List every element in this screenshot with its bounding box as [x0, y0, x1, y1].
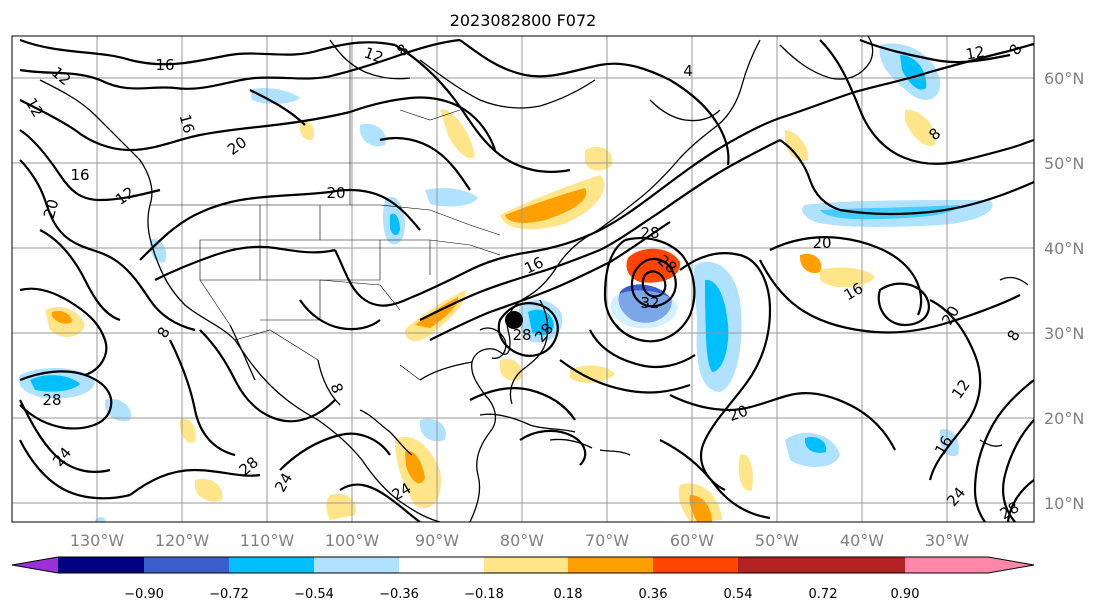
contour-label: 16 [176, 112, 198, 135]
lat-label: 30°N [1044, 324, 1084, 343]
lon-label: 50°W [755, 531, 799, 550]
colorbar-arrow-left [12, 557, 58, 573]
colorbar-tick-label: −0.18 [464, 587, 504, 602]
longitude-labels: 130°W 120°W 110°W 100°W 90°W 80°W 70°W 6… [70, 531, 969, 550]
colorbar-tick-label: −0.54 [294, 587, 334, 602]
contour-label: 20 [326, 184, 345, 202]
political-borders [150, 45, 501, 381]
lat-label: 60°N [1044, 69, 1084, 88]
lon-label: 120°W [155, 531, 210, 550]
colorbar-arrow-right [988, 557, 1034, 573]
contour-label: 32 [640, 294, 659, 312]
storm-center-marker [505, 311, 523, 329]
colorbar-tick-label: −0.90 [124, 587, 164, 602]
map-frame [11, 35, 1035, 523]
colorbar-segment [229, 557, 314, 573]
lat-label: 40°N [1044, 239, 1084, 258]
colorbar-tick-label: 0.36 [639, 587, 668, 602]
contour-label: 16 [70, 166, 89, 184]
colorbar-tick-label: 0.18 [554, 587, 583, 602]
colorbar-tick-label: −0.36 [379, 587, 419, 602]
contour-label: 12 [362, 44, 386, 67]
latitude-labels: 60°N 50°N 40°N 30°N 20°N 10°N [1044, 69, 1084, 513]
colorbar-segment [653, 557, 738, 573]
colorbar-tick-label: 0.54 [724, 587, 753, 602]
shaded-anomalies [18, 43, 993, 522]
contour-label: 28 [512, 326, 531, 344]
lon-label: 90°W [415, 531, 459, 550]
colorbar-segment [314, 557, 399, 573]
colorbar-segment [905, 557, 988, 573]
figure-title: 2023082800 F072 [450, 11, 597, 30]
contour-label: 16 [155, 56, 174, 74]
lat-label: 50°N [1044, 154, 1084, 173]
map-panel: 16 12 8 12 12 16 20 16 20 12 20 4 8 12 2… [11, 35, 1035, 523]
colorbar-segment [144, 557, 229, 573]
lon-label: 70°W [585, 531, 629, 550]
contour-label: 4 [683, 62, 693, 80]
colorbar-segment [484, 557, 568, 573]
lat-label: 20°N [1044, 409, 1084, 428]
colorbar-tick-label: −0.72 [209, 587, 249, 602]
colorbar: −0.90 −0.72 −0.54 −0.36 −0.18 0.18 0.36 … [11, 556, 1035, 602]
contour-label: 20 [812, 234, 831, 252]
contour-label: 28 [997, 498, 1023, 523]
colorbar-segment [568, 557, 653, 573]
lon-label: 80°W [500, 531, 544, 550]
colorbar-segment [399, 557, 484, 573]
colorbar-segment [738, 557, 823, 573]
lon-label: 110°W [240, 531, 295, 550]
contour-label: 12 [964, 43, 986, 64]
lon-label: 130°W [70, 531, 125, 550]
contour-label: 28 [42, 391, 61, 409]
contour-label: 20 [40, 197, 62, 220]
colorbar-segment [823, 557, 905, 573]
colorbar-tick-label: 0.90 [891, 587, 920, 602]
colorbar-segment [58, 557, 144, 573]
contour-label: 28 [640, 224, 659, 242]
height-contours [19, 38, 1034, 522]
lon-label: 30°W [925, 531, 969, 550]
contour-label: 20 [726, 402, 750, 425]
lon-label: 60°W [670, 531, 714, 550]
lat-label: 10°N [1044, 494, 1084, 513]
coastlines [39, 36, 1029, 522]
lon-label: 100°W [325, 531, 380, 550]
lon-label: 40°W [840, 531, 884, 550]
colorbar-tick-label: 0.72 [809, 587, 838, 602]
